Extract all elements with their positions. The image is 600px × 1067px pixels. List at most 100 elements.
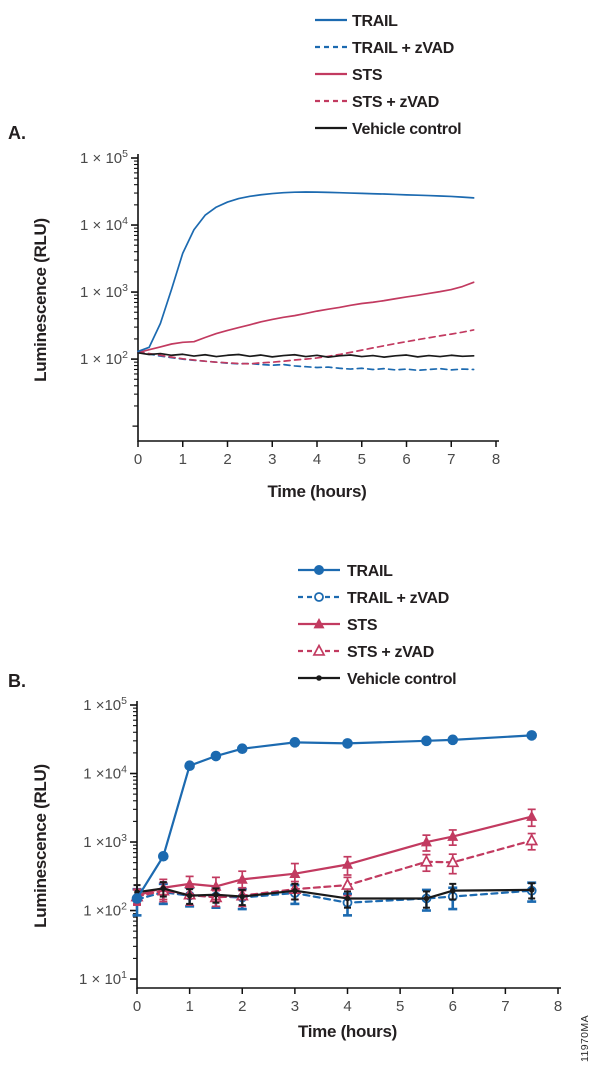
series-line [137, 329, 475, 365]
series-vehicle-control [137, 351, 475, 358]
marker-triangle-open [446, 855, 460, 868]
series-line [135, 887, 533, 900]
x-tick-label: 6 [402, 451, 410, 468]
marker-triangle-open [419, 854, 433, 867]
series-line [137, 351, 475, 358]
marker-triangle [313, 618, 325, 629]
legend-item-sts-zvad: STS + zVAD [298, 643, 434, 661]
marker-dot [186, 892, 193, 899]
marker-dot [239, 893, 246, 900]
marker-triangle-open [312, 643, 326, 656]
x-tick-label: 2 [223, 451, 231, 468]
marker-circle [236, 743, 248, 755]
legend-item-trail-zvad: TRAIL + zVAD [298, 590, 449, 607]
legend-label: STS [352, 67, 383, 84]
marker-circle [131, 893, 143, 904]
legend-item-vehicle-control: Vehicle control [298, 671, 457, 688]
panel-label: A. [8, 123, 26, 143]
legend-label: STS + zVAD [352, 94, 439, 111]
series-line [137, 191, 475, 353]
x-tick-label: 6 [449, 998, 457, 1015]
x-tick-label: 0 [133, 998, 141, 1015]
marker-triangle [236, 873, 248, 884]
marker-dot [292, 887, 298, 894]
marker-circle [342, 738, 353, 749]
y-tick-label: 1 × 104 [80, 215, 128, 234]
series-line [135, 889, 533, 904]
x-axis-label: Time (hours) [267, 482, 366, 501]
marker-circle [184, 760, 195, 772]
marker-dot [528, 887, 535, 893]
x-axis-label: Time (hours) [298, 1022, 397, 1041]
marker-circle [421, 735, 432, 747]
marker-triangle [447, 830, 459, 841]
series-trail [137, 191, 475, 353]
series-sts-zvad [137, 329, 475, 365]
series-line [135, 734, 533, 900]
x-tick-label: 5 [396, 998, 404, 1015]
legend: TRAIL TRAIL + zVAD STS STS + zVAD Vehicle co… [315, 13, 462, 138]
marker-circle-open [314, 592, 324, 602]
legend-label: TRAIL + zVAD [347, 590, 449, 607]
x-tick-label: 3 [268, 451, 276, 468]
panel-b-chart: 1 ×105 1 ×104 1 ×103 1 ×102 1 × 101 0 1 2 3 4 5 6 7 8… [8, 563, 562, 1041]
series-line [135, 815, 533, 897]
marker-triangle [526, 810, 538, 821]
marker-triangle [184, 877, 196, 889]
panel-label: B. [8, 671, 26, 691]
legend-item-trail: TRAIL [315, 13, 398, 30]
axes: 1 ×105 1 ×104 1 ×103 1 ×102 1 × 101 0 1 2 3 4 5 6 7 8 [79, 695, 562, 1015]
y-tick-label: 1 ×104 [83, 764, 127, 783]
series-line [137, 281, 475, 354]
y-tick-label: 1 ×103 [83, 832, 127, 851]
watermark-code: 11970MA [579, 1015, 591, 1062]
marker-triangle [289, 867, 301, 879]
x-tick-label: 2 [238, 998, 246, 1015]
y-tick-label: 1 × 101 [79, 969, 127, 988]
y-tick-label: 1 × 103 [80, 282, 128, 301]
legend-label: STS + zVAD [347, 644, 434, 661]
marker-dot [449, 887, 456, 894]
marker-dot [316, 675, 322, 681]
marker-circle [447, 734, 459, 746]
legend-item-sts-zvad: STS + zVAD [315, 94, 439, 111]
series-trail-zvad [137, 350, 475, 372]
legend-label: Vehicle control [352, 121, 461, 138]
marker-triangle-open [525, 833, 539, 846]
series-line [135, 839, 533, 899]
series-sts [137, 281, 475, 354]
legend-item-trail: TRAIL [298, 563, 393, 580]
marker-dot [213, 891, 219, 898]
x-tick-label: 4 [313, 451, 321, 468]
legend-label: TRAIL [347, 563, 393, 580]
panel-a-chart: 1 × 105 1 × 104 1 × 103 1 × 102 0 1 2 3 4 5 6 7 8 Tim… [8, 13, 500, 501]
y-axis-label: Luminescence (RLU) [31, 218, 50, 382]
marker-dot [423, 895, 430, 902]
marker-circle [210, 750, 222, 762]
marker-circle [158, 850, 169, 862]
marker-dot [344, 895, 351, 902]
axes: 1 × 105 1 × 104 1 × 103 1 × 102 0 1 2 3 4 5 6 7 8 [80, 148, 500, 468]
x-tick-label: 1 [185, 998, 193, 1015]
series-line [137, 350, 475, 372]
marker-triangle [341, 858, 354, 869]
marker-circle [289, 737, 301, 748]
x-tick-label: 7 [501, 998, 509, 1015]
marker-circle [526, 730, 537, 741]
legend-label: TRAIL + zVAD [352, 40, 454, 57]
legend-item-trail-zvad: TRAIL + zVAD [315, 40, 454, 57]
x-tick-label: 3 [291, 998, 299, 1015]
marker-triangle [420, 836, 432, 847]
legend-label: TRAIL [352, 13, 398, 30]
x-tick-label: 4 [343, 998, 351, 1015]
y-tick-label: 1 ×105 [83, 695, 127, 714]
x-tick-label: 8 [554, 998, 562, 1015]
legend: TRAIL TRAIL + zVAD STS STS + zVAD Vehicle co… [298, 563, 457, 688]
marker-circle [314, 565, 324, 575]
marker-dot [160, 885, 167, 892]
legend-label: STS [347, 617, 378, 634]
legend-item-sts: STS [315, 67, 383, 84]
x-tick-label: 8 [492, 451, 500, 468]
series-trail [131, 730, 537, 904]
